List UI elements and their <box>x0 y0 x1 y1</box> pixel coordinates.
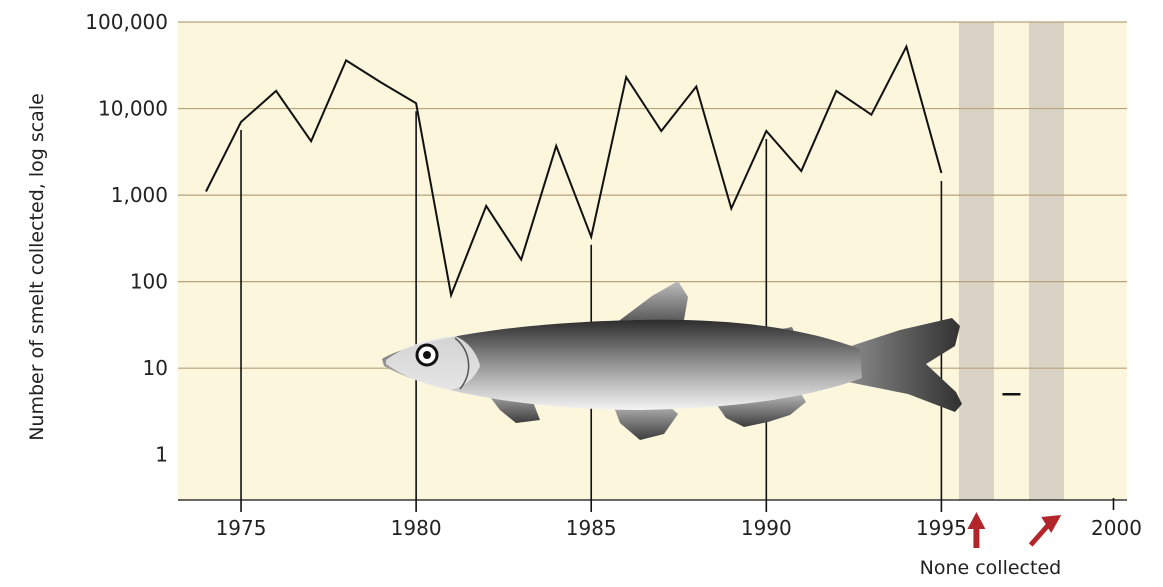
y-tick-label-100: 100 <box>130 270 168 294</box>
y-tick-label-1000: 1,000 <box>111 183 168 207</box>
y-axis-label: Number of smelt collected, log scale <box>26 93 48 441</box>
smelt-fish-illustration <box>382 281 962 440</box>
y-tick-label-10000: 10,000 <box>98 97 168 121</box>
x-tick-label-1995: 1995 <box>916 516 967 540</box>
x-tick-label-1980: 1980 <box>391 516 442 540</box>
fish-tail <box>848 318 962 412</box>
fish-pelvic-fin <box>612 402 678 440</box>
series-line <box>205 43 943 299</box>
none-collected-label: None collected <box>920 557 1062 579</box>
fish-eye-pupil <box>423 351 431 359</box>
fish-body <box>382 319 862 410</box>
y-tick-label-10: 10 <box>143 356 168 380</box>
y-tick-label-1: 1 <box>155 443 168 467</box>
arrow-1998-head <box>1041 515 1062 533</box>
x-tick-label-2000: 2000 <box>1091 516 1142 540</box>
fish-gill-line <box>454 337 470 390</box>
x-tick-label-1990: 1990 <box>741 516 792 540</box>
x-tick-label-1985: 1985 <box>566 516 617 540</box>
no-data-band-1998 <box>1028 22 1064 500</box>
x-tick-label-1975: 1975 <box>216 516 267 540</box>
y-tick-label-100000: 100,000 <box>85 10 168 34</box>
arrow-1998-shaft <box>1028 522 1052 547</box>
no-data-band-1996 <box>958 22 994 500</box>
arrow-1996-head <box>967 512 986 529</box>
